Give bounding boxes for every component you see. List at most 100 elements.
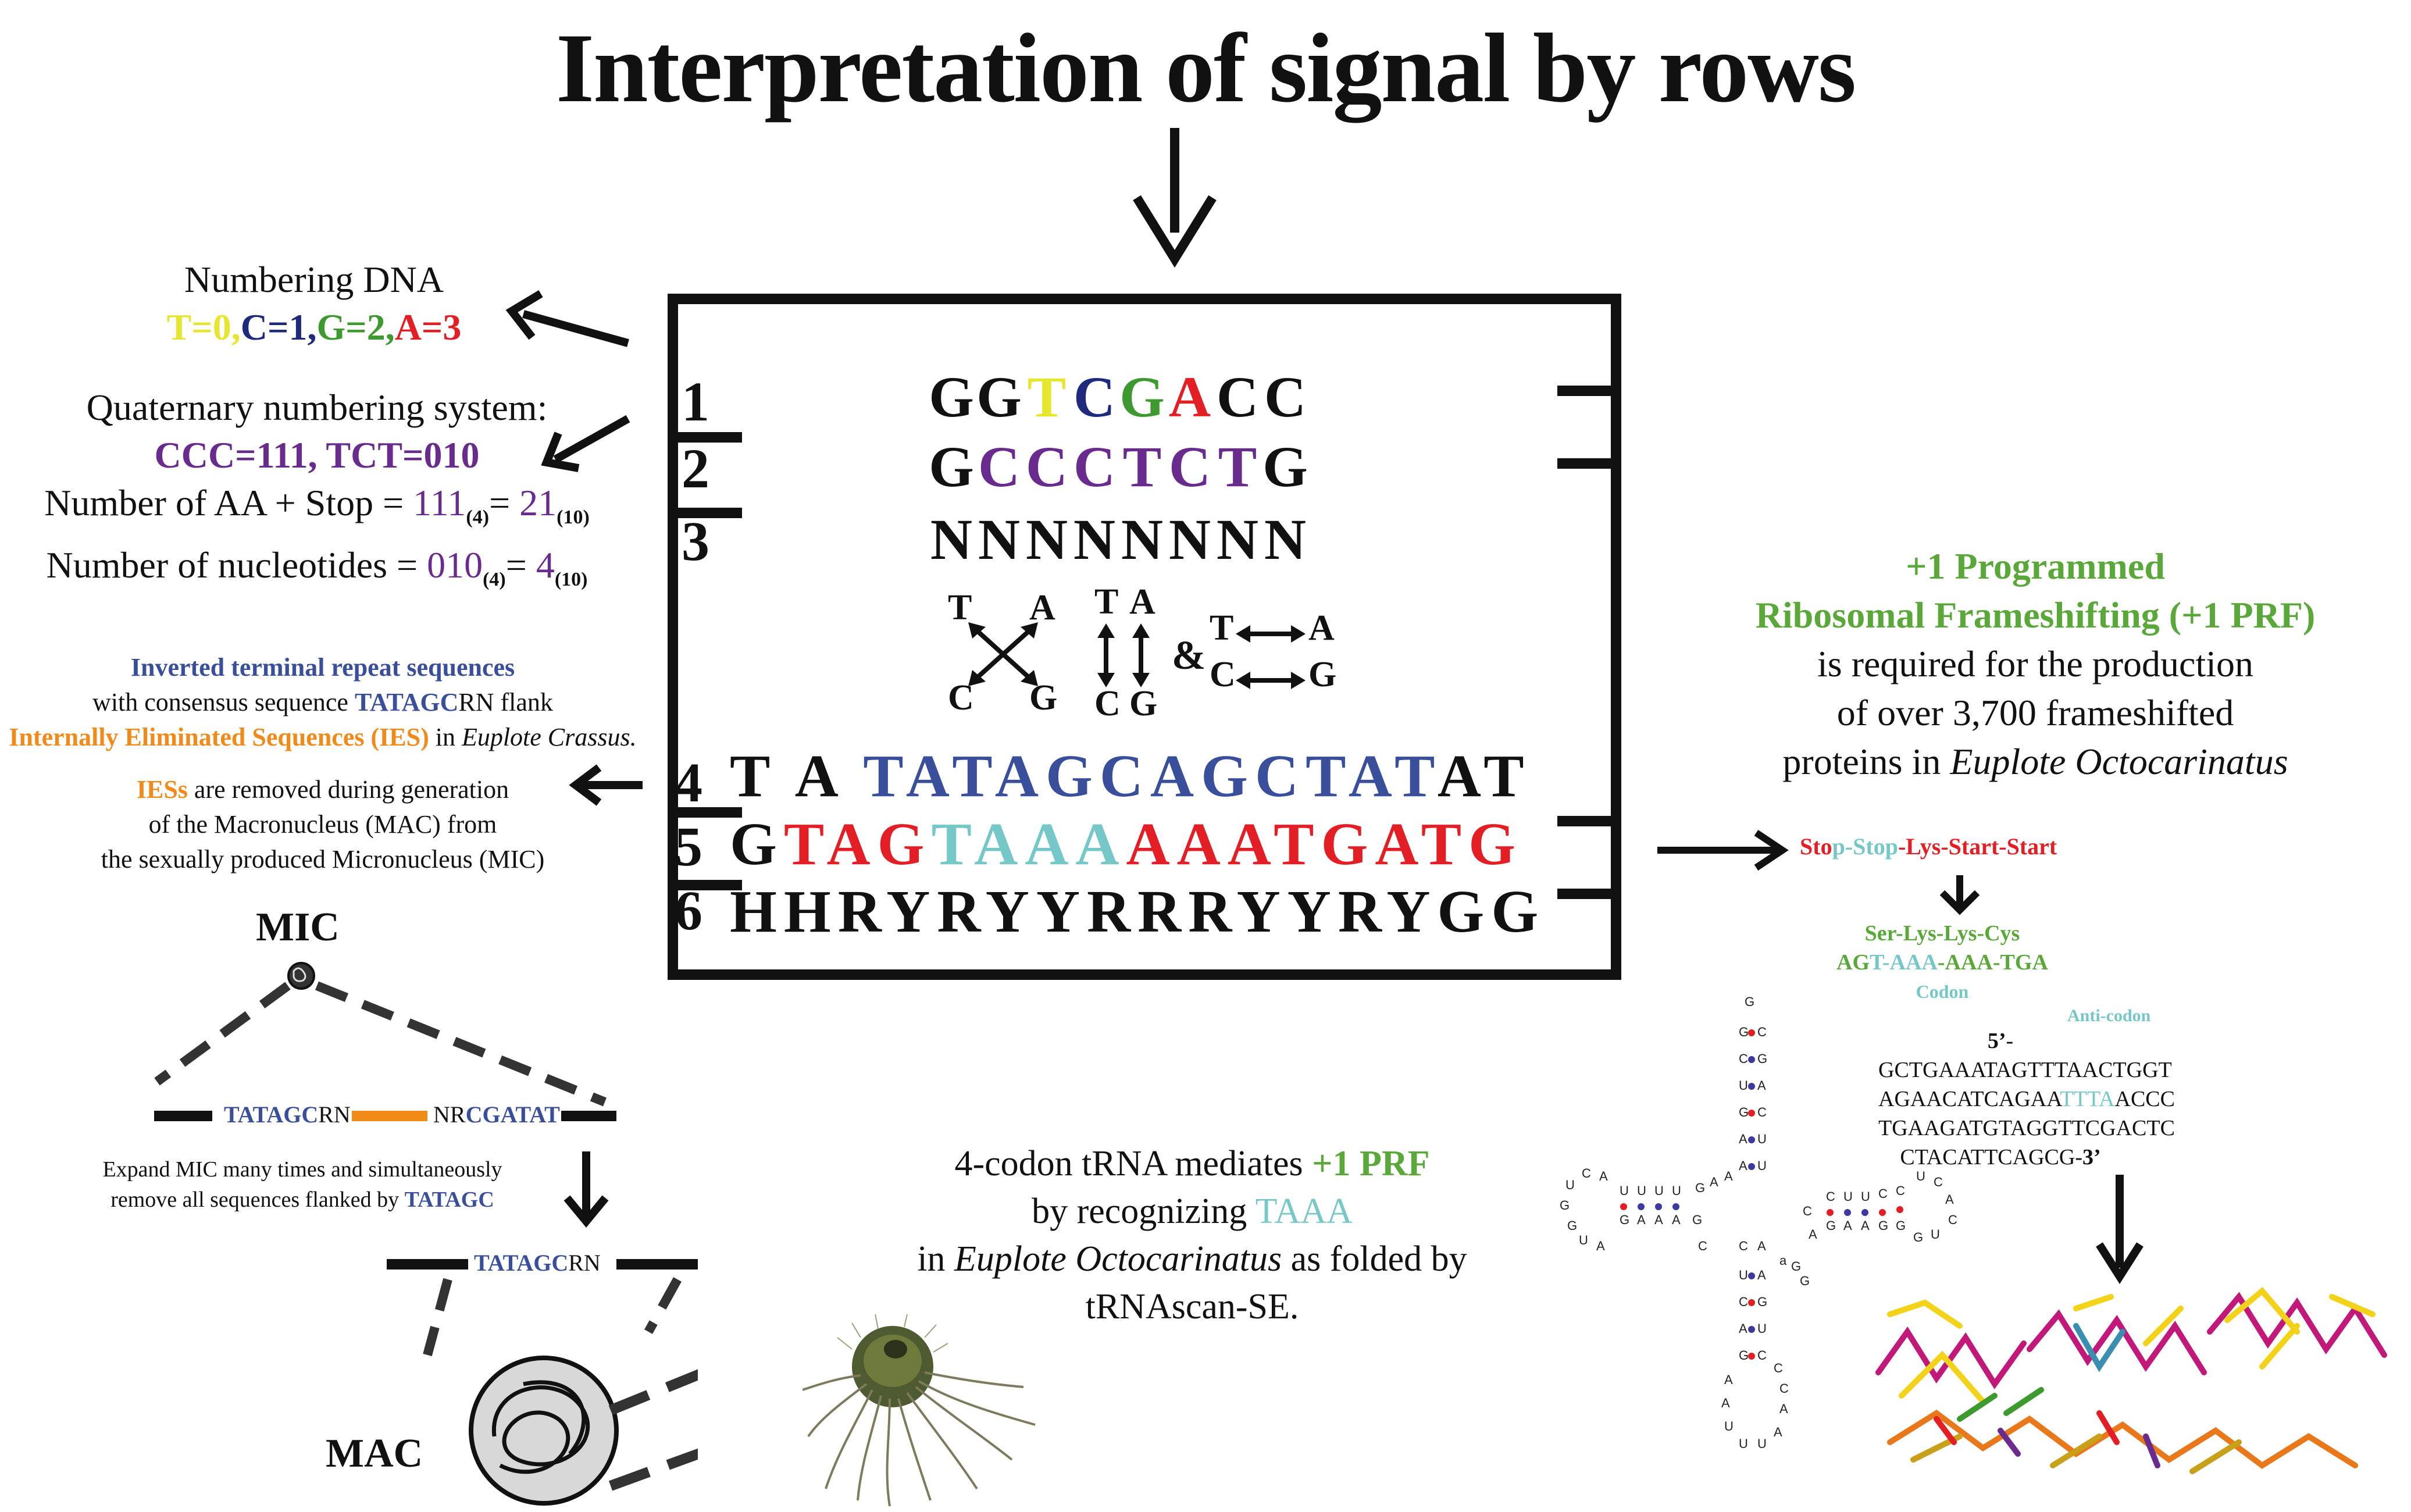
ccc-tct: CCC=111, TCT=010 (154, 434, 480, 476)
vertical-arrows (1097, 623, 1150, 687)
species-crassus: Euplote Crassus. (461, 723, 637, 751)
mac-label: MAC (326, 1431, 423, 1476)
ser-lys-block: Ser-Lys-Lys-Cys AGT-AAA-AAA-TGA Codon (1820, 919, 2064, 1006)
nt-b2: (10) (554, 568, 588, 590)
trna-sequence: 5’-GCTGAAATAGTTTAACTGGT AGAACATCAGAATTTA… (1878, 1026, 2175, 1172)
base: N (1121, 507, 1164, 572)
row-number-4: 4 (675, 751, 702, 814)
aaa-tga-part: -AAA-TGA (1937, 950, 2048, 975)
svg-text:G: G (1826, 1218, 1836, 1233)
aa-v1: 111 (413, 482, 466, 523)
in-label: in (429, 723, 462, 751)
stop-chain: Stop-Stop-Lys-Start-Start (1800, 833, 2057, 860)
svg-text:C: C (1698, 1239, 1707, 1253)
seq-3prime: 3’ (2082, 1145, 2101, 1169)
row-5-sequence: GTAGTAAAAAATGATG (730, 810, 1522, 879)
row-number-6: 6 (675, 879, 702, 942)
base: C (978, 434, 1021, 499)
row-number-2: 2 (682, 437, 709, 500)
row-4-sequence: T A TATAGCAGCTATAT (730, 741, 1531, 811)
expand-text: Expand MIC many times and simultaneously… (35, 1154, 570, 1215)
base: N (1168, 507, 1211, 572)
prf-line1: +1 Programmed (1906, 545, 2165, 587)
mic-down-arrow (563, 1151, 609, 1228)
svg-text:G: G (1739, 1025, 1749, 1039)
row5-tag: TAG (783, 811, 932, 878)
prf-right-arrow (1657, 830, 1789, 871)
svg-text:U: U (1916, 1169, 1925, 1183)
svg-text:U: U (1654, 1183, 1664, 1198)
svg-text:U: U (1724, 1419, 1734, 1433)
svg-text:G: G (1692, 1213, 1702, 1227)
sto-label: Sto (1800, 833, 1832, 860)
aa-b2: (10) (557, 506, 590, 528)
caption-line4: tRNAscan-SE. (1085, 1287, 1299, 1326)
svg-text:C: C (1934, 1175, 1943, 1189)
aa-v2: 21 (519, 482, 557, 523)
svg-text:G: G (1620, 1213, 1629, 1227)
cross-arrows (968, 622, 1038, 686)
row-number-3: 3 (682, 510, 709, 572)
base: G (1119, 365, 1165, 429)
caption-prf: +1 PRF (1312, 1144, 1430, 1183)
svg-text:A: A (1599, 1169, 1608, 1183)
svg-text:U: U (1579, 1233, 1588, 1247)
pair-left-a: A (1029, 588, 1055, 627)
nt-v2: 4 (536, 544, 555, 586)
t-value: =0, (191, 306, 241, 348)
svg-text:U: U (1861, 1189, 1870, 1204)
svg-text:A: A (1757, 1239, 1766, 1253)
svg-text:G: G (1757, 1051, 1767, 1066)
stop-down-arrow (1939, 875, 1980, 915)
caption-l2a: by recognizing (1032, 1192, 1256, 1231)
base: T (1218, 434, 1257, 499)
after-tatagc: TATAGC (474, 1250, 569, 1276)
base: N (1264, 507, 1307, 572)
seq-line2: AGAACATCAGAATTTAACCC (1878, 1085, 2175, 1114)
svg-text:C: C (1896, 1183, 1905, 1198)
svg-text:G: G (1757, 1295, 1767, 1309)
svg-text:A: A (1654, 1213, 1663, 1227)
svg-text:A: A (1843, 1218, 1852, 1233)
svg-text:C: C (1878, 1186, 1888, 1201)
svg-text:A: A (1774, 1425, 1782, 1439)
row-number-5: 5 (675, 815, 702, 878)
after-segment-label: TATAGCRN (474, 1249, 601, 1276)
remove-tatagc: TATAGC (404, 1188, 494, 1212)
seq2-anticodon: TTTA (2060, 1087, 2115, 1111)
svg-text:U: U (1757, 1321, 1767, 1336)
caption-l1a: 4-codon tRNA mediates (954, 1144, 1313, 1183)
svg-text:G: G (1896, 1218, 1906, 1233)
euplotes-organism-icon (803, 1314, 1036, 1507)
ser-lys-label: Ser-Lys-Lys-Cys (1864, 921, 2020, 946)
seq2c: ACCC (2114, 1087, 2175, 1111)
base: C (1216, 365, 1259, 429)
caption-l3c: as folded by (1282, 1239, 1467, 1279)
numbering-heading: Numbering DNA (184, 259, 444, 300)
codon-label: Codon (1916, 981, 1969, 1002)
svg-text:G: G (1739, 1348, 1749, 1363)
g-label: G (316, 306, 346, 348)
removed-label: are removed during generation (187, 775, 509, 804)
svg-text:U: U (1739, 1436, 1748, 1451)
pair-right-g: G (1308, 655, 1337, 694)
svg-text:A: A (1739, 1132, 1747, 1146)
row-6-sequence: HHRYRYYRRRYYRYGG (730, 878, 1546, 945)
seq1: -GCTGAAATAGTTTAACTGGT (1878, 1029, 2172, 1082)
c-value: =1, (267, 306, 317, 348)
base: G (976, 365, 1022, 429)
pair-mid-g: G (1129, 684, 1158, 723)
left-rn: RN (318, 1101, 351, 1128)
pair-right-c: C (1210, 655, 1236, 694)
svg-text:U: U (1565, 1178, 1575, 1192)
base: A (1168, 365, 1211, 429)
svg-text:U: U (1637, 1183, 1646, 1198)
horizontal-arrows (1236, 625, 1306, 689)
t-aaa-part: T-AAA (1870, 950, 1938, 975)
base: G (929, 365, 974, 429)
row-1-bases: GGT CGACC (928, 363, 1309, 430)
svg-text:C: C (1779, 1381, 1789, 1396)
